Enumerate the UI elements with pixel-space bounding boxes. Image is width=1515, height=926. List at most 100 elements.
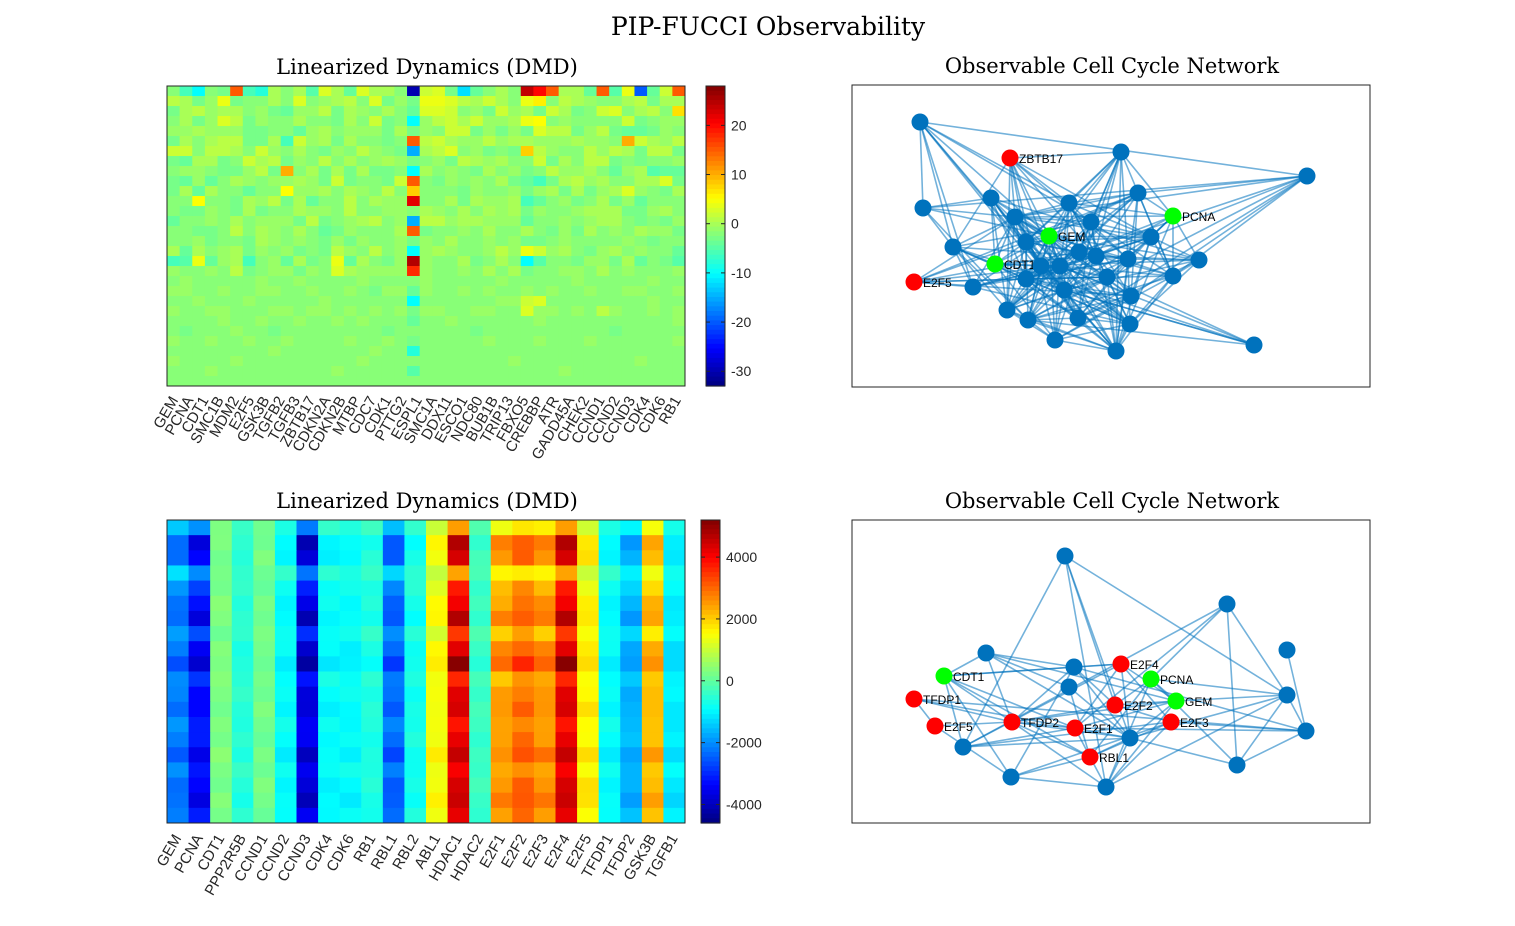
heatmap-2-cell xyxy=(274,807,297,824)
heatmap-1-cell xyxy=(558,256,572,267)
heatmap-2-cell xyxy=(274,792,297,809)
heatmap-1-cell xyxy=(204,136,219,147)
heatmap-1-cell xyxy=(217,276,231,287)
heatmap-1-cell xyxy=(444,216,459,227)
heatmap-1-cell xyxy=(204,236,219,247)
heatmap-1-cell xyxy=(583,116,598,127)
heatmap-1-cell xyxy=(444,156,459,167)
heatmap-1-cell xyxy=(621,296,635,307)
heatmap-1-cell xyxy=(520,266,534,277)
heatmap-1-cell xyxy=(255,336,269,347)
network-2-node-tfdp2 xyxy=(1003,713,1021,731)
heatmap-1-cell xyxy=(520,106,534,117)
heatmap-1-cell xyxy=(659,296,673,307)
heatmap-1-cell xyxy=(457,136,471,147)
heatmap-1-cell xyxy=(482,116,496,127)
heatmap-1-cell xyxy=(268,166,282,177)
heatmap-2-cell xyxy=(361,777,384,794)
heatmap-1-colorbar-segment xyxy=(706,100,725,106)
heatmap-1-cell xyxy=(268,346,282,357)
network-1-edge xyxy=(1054,339,1117,352)
heatmap-1-cell xyxy=(444,306,459,317)
heatmap-2-colorbar-segment xyxy=(701,605,720,611)
heatmap-1-cell xyxy=(204,226,219,237)
heatmap-1-cell xyxy=(647,336,661,347)
heatmap-1-cell xyxy=(546,116,560,127)
heatmap-1-cell xyxy=(546,316,560,327)
heatmap-1-cell xyxy=(444,316,459,327)
heatmap-1-cell xyxy=(167,116,181,127)
heatmap-2-frame xyxy=(166,519,686,824)
heatmap-1-cell xyxy=(356,286,370,297)
heatmap-1-cell xyxy=(331,346,345,357)
heatmap-1-cell xyxy=(230,306,244,317)
heatmap-1-cell xyxy=(634,296,648,307)
heatmap-1-cell xyxy=(533,216,547,227)
heatmap-1-cell xyxy=(179,206,193,217)
heatmap-1-cell xyxy=(381,356,395,367)
heatmap-1-colorbar-segment xyxy=(706,221,725,228)
heatmap-2-cell xyxy=(577,762,600,779)
heatmap-1-cell xyxy=(331,106,345,117)
heatmap-2-cell xyxy=(620,520,643,536)
network-1-node xyxy=(1142,228,1160,246)
heatmap-1-cell xyxy=(280,166,294,177)
heatmap-1-cell xyxy=(419,296,433,307)
heatmap-2-cell xyxy=(296,716,319,733)
heatmap-1-cell xyxy=(508,336,522,347)
heatmap-2-cell xyxy=(469,520,492,536)
heatmap-1-cell xyxy=(533,336,547,347)
heatmap-1-cell xyxy=(647,326,661,337)
heatmap-1-cell xyxy=(204,366,219,377)
heatmap-1-cell xyxy=(343,196,358,207)
heatmap-1-cell xyxy=(369,376,383,387)
heatmap-1-cell xyxy=(533,376,547,387)
heatmap-1-cell xyxy=(672,86,686,97)
heatmap-2-cell xyxy=(512,686,535,703)
heatmap-2-cell xyxy=(577,565,600,582)
heatmap-1-cell xyxy=(621,266,635,277)
heatmap-1-cell xyxy=(242,116,256,127)
heatmap-1-cell xyxy=(621,256,635,267)
heatmap-1-cell xyxy=(356,316,370,327)
heatmap-1-cell xyxy=(647,306,661,317)
heatmap-1-cell xyxy=(634,246,648,257)
heatmap-1-cell xyxy=(520,306,534,317)
heatmap-2-colorbar-segment xyxy=(701,733,720,739)
heatmap-1-cell xyxy=(369,216,383,227)
heatmap-1-cell xyxy=(482,306,496,317)
network-2-node-gem xyxy=(1167,692,1185,710)
heatmap-2-cell xyxy=(641,716,664,733)
heatmap-1-cell xyxy=(558,216,572,227)
heatmap-1-cell xyxy=(217,316,231,327)
heatmap-1-cell xyxy=(609,166,623,177)
heatmap-1-colorbar-segment xyxy=(706,292,725,298)
heatmap-1-cell xyxy=(343,276,358,287)
network-2-edge xyxy=(1073,666,1307,732)
heatmap-1-cell xyxy=(356,116,370,127)
network-1-edge xyxy=(1063,289,1255,346)
heatmap-2-cell xyxy=(231,762,254,779)
heatmap-1-cell xyxy=(255,246,269,257)
heatmap-2-cell xyxy=(641,520,664,536)
heatmap-2-cell xyxy=(426,762,449,779)
heatmap-1-cell xyxy=(482,96,496,107)
heatmap-1-cell xyxy=(470,276,484,287)
network-1-node-cdt1 xyxy=(986,255,1004,273)
heatmap-1-cell xyxy=(634,266,648,277)
heatmap-1-cell xyxy=(192,256,206,267)
heatmap-1-cell xyxy=(192,226,206,237)
heatmap-2-cell xyxy=(382,535,405,551)
heatmap-1-cell xyxy=(609,106,623,117)
heatmap-1-cell xyxy=(268,296,282,307)
heatmap-2-cell xyxy=(382,656,405,672)
heatmap-2-cell xyxy=(620,626,643,642)
heatmap-1-cell xyxy=(407,296,421,307)
heatmap-2-cell xyxy=(318,535,341,551)
heatmap-2-cell xyxy=(447,701,470,718)
heatmap-1-cell xyxy=(369,336,383,347)
heatmap-1-cell xyxy=(470,296,484,307)
heatmap-2-cell xyxy=(382,550,405,566)
heatmap-1-frame xyxy=(166,85,686,387)
heatmap-2-cell xyxy=(361,732,384,748)
